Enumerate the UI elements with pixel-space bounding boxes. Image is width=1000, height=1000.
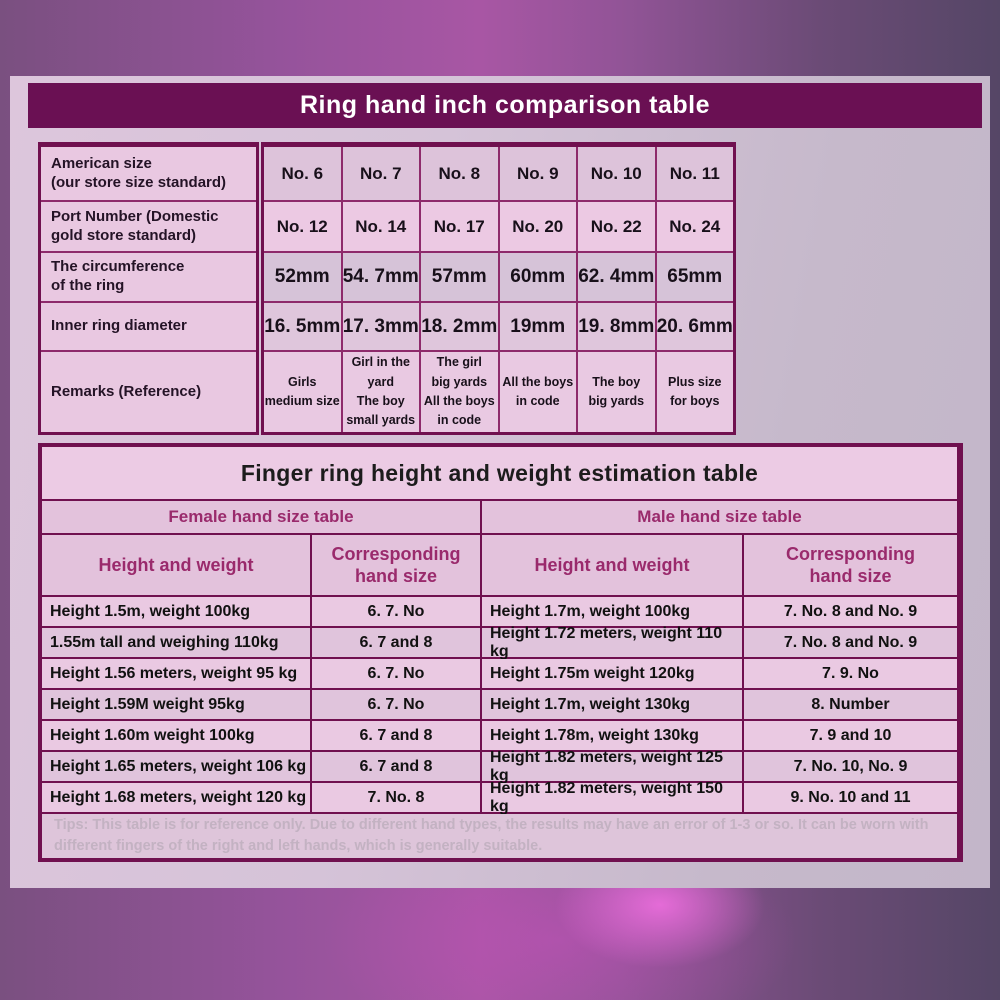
table-cell: No. 10 <box>578 147 655 200</box>
table-cell: 16. 5mm <box>264 303 341 350</box>
table-cell: 6. 7 and 8 <box>312 628 480 657</box>
table-cell: No. 7 <box>342 147 419 200</box>
row-label-port-number: Port Number (Domestic gold store standar… <box>41 202 256 251</box>
column-header-male-hand-size: Corresponding hand size <box>744 535 957 595</box>
table-cell: Height 1.75m weight 120kg <box>482 659 742 688</box>
ring-size-table-labels: American size (our store size standard) … <box>38 142 259 435</box>
male-section-header: Male hand size table <box>482 501 957 533</box>
column-header-male-height-weight: Height and weight <box>482 535 742 595</box>
table-cell: 18. 2mm <box>421 303 498 350</box>
table-cell: 6. 7. No <box>312 659 480 688</box>
table-cell: 54. 7mm <box>342 253 419 301</box>
table-cell: All the boys in code <box>499 352 576 432</box>
column-header-female-hand-size: Corresponding hand size <box>312 535 480 595</box>
row-label-remarks: Remarks (Reference) <box>41 352 256 432</box>
table-cell: 7. 9 and 10 <box>744 721 957 750</box>
table-cell: 57mm <box>421 253 498 301</box>
table-cell: No. 9 <box>499 147 576 200</box>
table-cell: Height 1.5m, weight 100kg <box>42 597 310 626</box>
table-cell: No. 20 <box>499 202 576 251</box>
table-cell: 1.55m tall and weighing 110kg <box>42 628 310 657</box>
table-cell: No. 14 <box>342 202 419 251</box>
table-cell: No. 12 <box>264 202 341 251</box>
tips-note: Tips: This table is for reference only. … <box>42 814 957 858</box>
row-label-american-size: American size (our store size standard) <box>41 147 256 200</box>
table-cell: 6. 7. No <box>312 690 480 719</box>
table-cell: 8. Number <box>744 690 957 719</box>
ring-size-table-title: Ring hand inch comparison table <box>28 83 982 128</box>
table-cell: No. 11 <box>656 147 733 200</box>
table-cell: Height 1.7m, weight 100kg <box>482 597 742 626</box>
table-cell: No. 6 <box>264 147 341 200</box>
height-weight-table-title: Finger ring height and weight estimation… <box>42 447 957 499</box>
table-cell: 65mm <box>656 253 733 301</box>
table-cell: 60mm <box>499 253 576 301</box>
table-cell: 52mm <box>264 253 341 301</box>
row-label-inner-diameter: Inner ring diameter <box>41 303 256 350</box>
table-cell: 20. 6mm <box>656 303 733 350</box>
ring-size-table-values: No. 6 No. 7 No. 8 No. 9 No. 10 No. 11 No… <box>261 142 736 435</box>
table-cell: 7. No. 8 and No. 9 <box>744 597 957 626</box>
table-cell: Height 1.59M weight 95kg <box>42 690 310 719</box>
column-header-female-height-weight: Height and weight <box>42 535 310 595</box>
table-cell: Height 1.78m, weight 130kg <box>482 721 742 750</box>
table-cell: Girl in the yard The boy small yards <box>342 352 419 432</box>
table-cell: 7. No. 8 and No. 9 <box>744 628 957 657</box>
table-cell: Height 1.56 meters, weight 95 kg <box>42 659 310 688</box>
table-cell: 6. 7 and 8 <box>312 721 480 750</box>
table-cell: Height 1.60m weight 100kg <box>42 721 310 750</box>
table-cell: 6. 7 and 8 <box>312 752 480 781</box>
table-cell: No. 22 <box>578 202 655 251</box>
row-label-circumference: The circumference of the ring <box>41 253 256 301</box>
table-cell: 19mm <box>499 303 576 350</box>
height-weight-table: Finger ring height and weight estimation… <box>38 443 963 862</box>
table-cell: 7. No. 10, No. 9 <box>744 752 957 781</box>
table-cell: Height 1.72 meters, weight 110 kg <box>482 625 742 660</box>
table-cell: Girls medium size <box>264 352 341 432</box>
table-cell: Height 1.7m, weight 130kg <box>482 690 742 719</box>
table-cell: 62. 4mm <box>578 253 655 301</box>
table-cell: No. 24 <box>656 202 733 251</box>
table-cell: 7. No. 8 <box>312 783 480 812</box>
table-cell: 7. 9. No <box>744 659 957 688</box>
table-cell: Height 1.65 meters, weight 106 kg <box>42 752 310 781</box>
table-cell: Height 1.68 meters, weight 120 kg <box>42 783 310 812</box>
table-cell: 17. 3mm <box>342 303 419 350</box>
table-cell: Height 1.82 meters, weight 150 kg <box>482 780 742 815</box>
table-cell: The girl big yards All the boys in code <box>421 352 498 432</box>
table-cell: Height 1.82 meters, weight 125 kg <box>482 749 742 784</box>
table-cell: No. 17 <box>421 202 498 251</box>
table-cell: 19. 8mm <box>578 303 655 350</box>
table-cell: The boy big yards <box>578 352 655 432</box>
table-cell: 9. No. 10 and 11 <box>744 783 957 812</box>
table-cell: Plus size for boys <box>656 352 733 432</box>
content-panel: Ring hand inch comparison table American… <box>10 76 990 888</box>
table-cell: 6. 7. No <box>312 597 480 626</box>
table-cell: No. 8 <box>421 147 498 200</box>
female-section-header: Female hand size table <box>42 501 480 533</box>
